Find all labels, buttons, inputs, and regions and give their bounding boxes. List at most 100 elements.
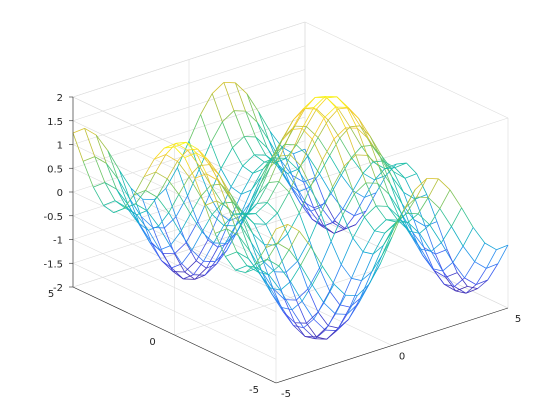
mesh-segment-col bbox=[362, 161, 374, 174]
mesh-segment-row bbox=[354, 210, 367, 217]
mesh-segment-row bbox=[362, 230, 375, 252]
mesh-segment-col bbox=[288, 230, 300, 250]
mesh-segment-col bbox=[181, 249, 193, 264]
mesh-segment-col bbox=[335, 221, 346, 230]
mesh-segment-col bbox=[206, 173, 217, 202]
mesh-segment-row bbox=[230, 165, 243, 188]
mesh-segment-col bbox=[327, 108, 339, 121]
surface-mesh bbox=[72, 82, 509, 340]
mesh-segment-row bbox=[177, 161, 190, 178]
mesh-segment-row bbox=[486, 263, 498, 269]
mesh-segment-col bbox=[340, 264, 352, 279]
mesh-segment-col bbox=[427, 178, 439, 198]
mesh-segment-col bbox=[385, 163, 397, 176]
mesh-segment-row bbox=[300, 265, 313, 286]
mesh-segment-col bbox=[323, 225, 335, 234]
mesh-segment-row bbox=[255, 202, 268, 214]
mesh-segment-row bbox=[415, 194, 427, 200]
mesh-segment-col bbox=[185, 142, 197, 154]
mesh-segment-row bbox=[258, 167, 271, 194]
mesh-segment-col bbox=[251, 176, 262, 191]
mesh-segment-col bbox=[123, 194, 135, 209]
mesh-segment-col bbox=[265, 228, 277, 248]
mesh-segment-col bbox=[203, 242, 214, 262]
mesh-segment-col bbox=[104, 182, 116, 201]
mesh-segment-row bbox=[200, 93, 213, 115]
mesh-segment-col bbox=[246, 203, 258, 215]
mesh-segment-row bbox=[251, 168, 264, 191]
mesh-segment-row bbox=[339, 278, 352, 306]
mesh-segment-col bbox=[249, 184, 261, 204]
mesh-segment-col bbox=[374, 168, 386, 181]
y-tick-label: 5 bbox=[48, 289, 54, 300]
mesh-segment-row bbox=[358, 118, 371, 137]
mesh-segment-row bbox=[166, 178, 180, 195]
mesh-segment-row bbox=[311, 117, 325, 140]
mesh-segment-row bbox=[83, 156, 95, 162]
mesh-segment-row bbox=[256, 267, 269, 275]
mesh-segment-col bbox=[487, 263, 499, 281]
mesh-segment-col bbox=[351, 277, 362, 281]
mesh-segment-row bbox=[306, 126, 319, 138]
mesh-segment-row bbox=[153, 188, 167, 200]
mesh-segment-col bbox=[304, 336, 316, 340]
x-axis-line bbox=[275, 307, 509, 384]
mesh-segment-col bbox=[403, 192, 415, 220]
mesh-segment-row bbox=[322, 266, 335, 285]
mesh-segment-col bbox=[145, 171, 156, 191]
mesh-segment-row bbox=[359, 271, 373, 299]
mesh-segment-col bbox=[474, 242, 486, 262]
mesh-segment-row bbox=[317, 137, 330, 156]
mesh-segment-col bbox=[107, 150, 119, 180]
mesh-segment-col bbox=[159, 245, 171, 251]
mesh-segment-col bbox=[266, 242, 278, 260]
mesh-segment-row bbox=[288, 165, 302, 193]
mesh-segment-col bbox=[279, 159, 291, 186]
mesh-segment-col bbox=[401, 203, 413, 233]
mesh-segment-row bbox=[187, 169, 200, 197]
mesh-segment-col bbox=[465, 284, 477, 294]
mesh-segment-col bbox=[297, 260, 309, 290]
mesh-segment-row bbox=[293, 325, 306, 337]
mesh-segment-row bbox=[387, 206, 400, 218]
mesh-segment-col bbox=[378, 166, 390, 195]
mesh-segment-col bbox=[258, 182, 270, 195]
mesh-segment-row bbox=[240, 215, 254, 234]
mesh-segment-col bbox=[256, 258, 268, 269]
mesh-segment-row bbox=[248, 184, 261, 212]
mesh-segment-col bbox=[229, 216, 240, 222]
mesh-segment-col bbox=[442, 262, 454, 272]
mesh-segment-col bbox=[310, 206, 322, 212]
mesh-segment-row bbox=[414, 178, 428, 190]
mesh-segment-row bbox=[136, 214, 149, 231]
mesh-segment-col bbox=[94, 156, 106, 183]
mesh-segment-col bbox=[196, 260, 207, 269]
mesh-segment-col bbox=[281, 146, 293, 176]
mesh-segment-col bbox=[477, 279, 488, 289]
mesh-segment-col bbox=[223, 213, 235, 226]
mesh-segment-col bbox=[224, 225, 236, 244]
mesh-segment-row bbox=[339, 137, 352, 158]
mesh-segment-row bbox=[291, 309, 304, 328]
mesh-segment-col bbox=[301, 284, 313, 302]
mesh-segment-row bbox=[449, 189, 462, 209]
mesh-segment-col bbox=[165, 143, 177, 155]
mesh-segment-col bbox=[206, 263, 217, 269]
mesh-segment-col bbox=[313, 207, 325, 227]
mesh-segment-col bbox=[245, 263, 256, 273]
mesh-segment-col bbox=[320, 213, 332, 242]
box-edge-top-right bbox=[304, 21, 509, 119]
mesh-segment-col bbox=[467, 285, 478, 290]
mesh-segment-col bbox=[364, 216, 375, 232]
mesh-segment-col bbox=[136, 210, 148, 216]
z-tick-label: -1.5 bbox=[43, 259, 63, 270]
mesh-segment-col bbox=[187, 195, 199, 222]
mesh-segment-col bbox=[411, 231, 423, 256]
mesh-segment-row bbox=[174, 141, 187, 148]
mesh-segment-col bbox=[404, 178, 416, 200]
mesh-segment-col bbox=[254, 154, 265, 163]
mesh-segment-col bbox=[432, 268, 443, 272]
mesh-segment-col bbox=[307, 137, 319, 157]
mesh-segment-row bbox=[279, 129, 293, 157]
mesh-segment-row bbox=[443, 283, 457, 292]
